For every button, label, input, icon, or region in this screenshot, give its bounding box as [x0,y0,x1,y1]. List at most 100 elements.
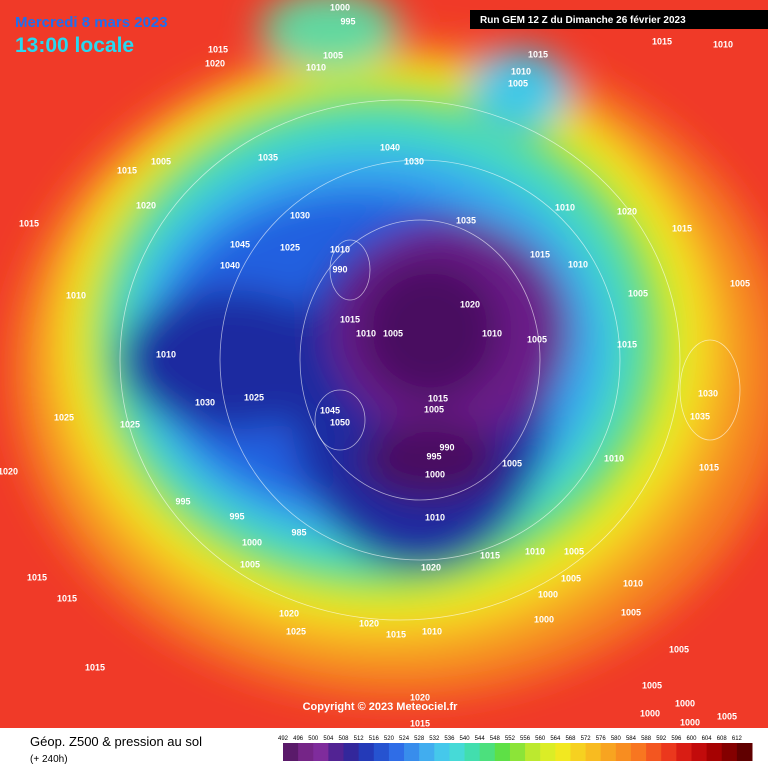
pressure-label: 1000 [425,469,445,479]
pressure-label: 1020 [0,466,18,476]
pressure-label: 995 [229,511,244,521]
scale-swatch [479,743,496,761]
pressure-label: 1020 [617,206,637,216]
pressure-label: 1005 [564,546,584,556]
scale-swatch [283,743,299,761]
scale-label: 580 [611,736,622,742]
pressure-label: 1000 [330,2,350,12]
scale-swatch [555,743,571,761]
color-scale: 492 496 500 504 508 512 516 520 524 528 532 536 540 5… [278,736,753,761]
pressure-label: 1040 [220,260,240,270]
scale-label: 584 [626,736,637,742]
pressure-label: 985 [291,527,306,537]
scale-label: 540 [460,736,471,742]
pressure-label: 1020 [460,299,480,309]
scale-swatch [691,743,708,761]
pressure-label: 1010 [623,578,643,588]
scale-swatch [494,743,511,761]
date-title: Mercredi 8 mars 2023 [15,14,168,31]
pressure-label: 1030 [404,156,424,166]
pressure-label: 1005 [508,78,528,88]
pressure-label: 1005 [240,559,260,569]
scale-label: 556 [520,736,531,742]
pressure-label: 1005 [561,573,581,583]
scale-swatch [630,743,647,761]
pressure-label: 1005 [628,288,648,298]
scale-swatch [404,743,420,761]
pressure-label: 1010 [555,202,575,212]
pressure-label: 1015 [699,462,719,472]
scale-swatch [706,743,723,761]
pressure-label: 1000 [640,708,660,718]
pressure-label: 1010 [604,453,624,463]
scale-label: 592 [656,736,667,742]
pressure-label: 1005 [383,328,403,338]
pressure-label: 1020 [136,200,156,210]
pressure-label: 1005 [717,711,737,721]
scale-label: 500 [308,736,319,742]
pressure-label: 1015 [386,629,406,639]
scale-label: 536 [444,736,455,742]
legend-title: Géop. Z500 & pression au sol [30,734,202,749]
pressure-label: 1005 [323,50,343,60]
pressure-label: 1050 [330,417,350,427]
pressure-label: 1010 [306,62,326,72]
scale-swatch [419,743,435,761]
pressure-label: 1015 [528,49,548,59]
scale-label: 504 [323,736,334,742]
scale-swatch [676,743,692,761]
pressure-label: 1010 [422,626,442,636]
scale-swatch [313,743,329,761]
pressure-label: 1035 [258,152,278,162]
pressure-label: 1020 [205,58,225,68]
scale-label: 492 [278,736,289,742]
scale-label: 544 [475,736,486,742]
scale-label: 588 [641,736,652,742]
pressure-label: 1045 [320,405,340,415]
scale-label: 512 [354,736,365,742]
pressure-label: 1015 [208,44,228,54]
pressure-label: 995 [426,451,441,461]
pressure-label: 1010 [511,66,531,76]
pressure-label: 1000 [534,614,554,624]
pressure-label: 1045 [230,239,250,249]
map-background [0,0,768,728]
pressure-label: 1025 [244,392,264,402]
scale-label: 524 [399,736,410,742]
scale-swatch [736,743,753,761]
pressure-label: 1025 [280,242,300,252]
scale-label: 564 [550,736,561,742]
pressure-label: 1025 [54,412,74,422]
scale-label: 596 [671,736,682,742]
pressure-label: 1010 [356,328,376,338]
scale-swatch [373,743,390,761]
pressure-label: 995 [340,16,355,26]
scale-label: 520 [384,736,395,742]
pressure-label: 1015 [672,223,692,233]
scale-swatch [661,743,677,761]
pressure-label: 1015 [530,249,550,259]
pressure-label: 1010 [568,259,588,269]
pressure-label: 990 [332,264,347,274]
pressure-label: 1015 [27,572,47,582]
scale-label: 576 [596,736,607,742]
legend-subtitle: (+ 240h) [30,754,68,765]
pressure-label: 1025 [120,419,140,429]
run-box [470,10,768,29]
pressure-label: 1015 [85,662,105,672]
scale-swatch [328,743,345,761]
pressure-label: 1040 [380,142,400,152]
scale-swatch [525,743,541,761]
scale-swatch [615,743,632,761]
pressure-label: 1005 [502,458,522,468]
pressure-label: 1010 [425,512,445,522]
pressure-label: 1015 [19,218,39,228]
scale-label: 516 [369,736,380,742]
scale-label: 532 [429,736,440,742]
pressure-label: 1000 [242,537,262,547]
scale-swatch [434,743,450,761]
pressure-label: 1000 [538,589,558,599]
scale-label: 552 [505,736,516,742]
pressure-label: 1005 [151,156,171,166]
